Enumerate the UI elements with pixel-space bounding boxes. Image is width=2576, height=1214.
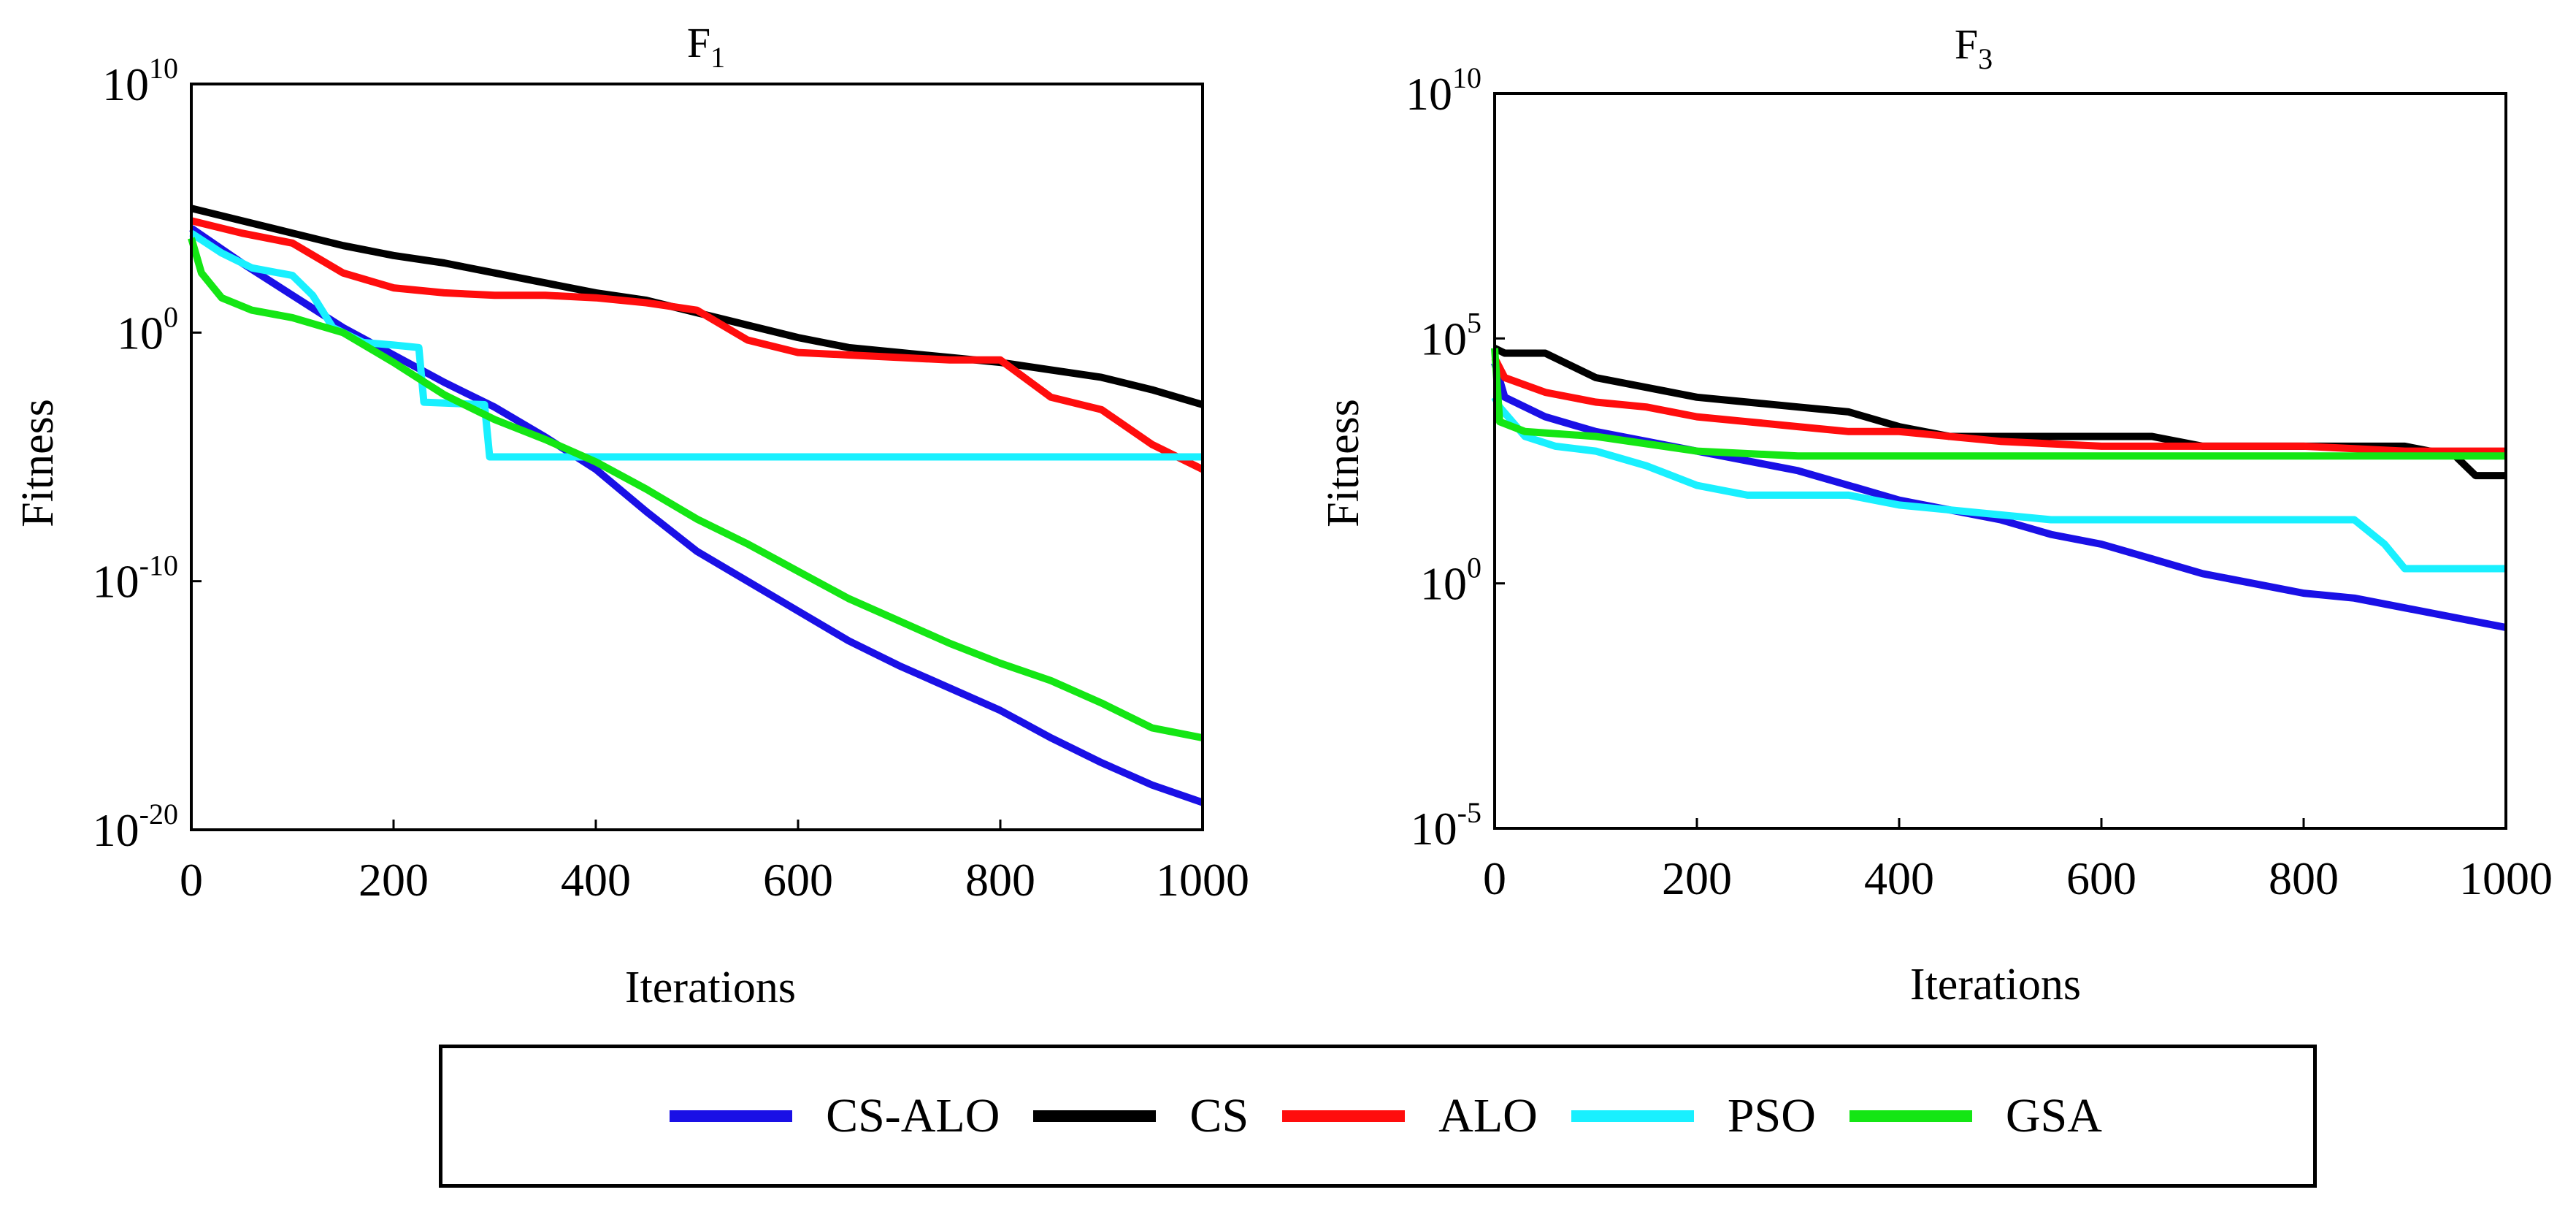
chart-f3-series-pso — [1491, 395, 2506, 573]
legend-label-cs-alo: CS-ALO — [826, 1089, 1000, 1142]
legend-item-cs-alo: CS-ALO — [645, 1088, 1008, 1144]
legend-item-pso: PSO — [1546, 1088, 1825, 1144]
chart-f3-xtick-label: 200 — [1662, 852, 1732, 904]
chart-f1-series-pso — [189, 230, 1203, 461]
chart-f1-xlabel: Iterations — [625, 963, 796, 1012]
chart-f3-xtick-label: 800 — [2269, 852, 2339, 904]
chart-f1-ytick-label: 100 — [117, 300, 178, 359]
legend-label-alo: ALO — [1438, 1089, 1538, 1142]
chart-f1-xtick-label: 400 — [561, 854, 631, 906]
chart-f3-ylabel: Fitness — [1319, 399, 1368, 527]
chart-f1-series-gsa — [188, 237, 1203, 742]
chart-f3-plot-frame — [1493, 92, 2507, 830]
chart-f3-xtick-label: 0 — [1483, 852, 1506, 904]
chart-f3-xtick-label: 600 — [2066, 852, 2136, 904]
chart-f1-series-alo — [190, 217, 1205, 473]
chart-f1-xtick-label: 800 — [965, 854, 1035, 906]
chart-f3-xtick-label: 1000 — [2459, 852, 2553, 904]
chart-f1-xtick-label: 200 — [359, 854, 429, 906]
chart-f1-ylabel: Fitness — [13, 399, 63, 527]
chart-f3-xlabel: Iterations — [1910, 960, 2081, 1009]
legend: CS-ALO CS ALO PSO GSA — [439, 1045, 2317, 1188]
chart-f3: F3 Iterations Fitness 0 200 400 600 800 1000 1… — [1319, 20, 2553, 1009]
chart-f1-xtick-label: 1000 — [1156, 854, 1249, 906]
legend-label-cs: CS — [1189, 1089, 1249, 1142]
chart-f1-title: F1 — [687, 19, 725, 74]
chart-f1-ytick-label: 10-10 — [93, 549, 178, 608]
chart-f1-xtick-label: 0 — [180, 854, 203, 906]
legend-swatch-gsa — [1849, 1110, 1972, 1122]
chart-f3-ytick-label: 10-5 — [1411, 796, 1481, 855]
legend-label-gsa: GSA — [2005, 1089, 2102, 1142]
legend-swatch-cs-alo — [670, 1110, 793, 1122]
chart-f3-series-gsa — [1491, 348, 2506, 460]
chart-f3-title: F3 — [1955, 20, 1993, 75]
chart-f3-ytick-label: 1010 — [1406, 61, 1481, 120]
chart-f3-series-cs-alo — [1491, 362, 2507, 631]
legend-swatch-cs — [1033, 1110, 1157, 1122]
chart-f1-plot-frame — [190, 83, 1204, 831]
chart-f1-ytick-label: 1010 — [102, 52, 178, 110]
legend-item-cs: CS — [1008, 1088, 1257, 1144]
legend-swatch-pso — [1571, 1110, 1694, 1122]
chart-f1-xtick-label: 600 — [763, 854, 833, 906]
chart-f3-xtick-label: 400 — [1864, 852, 1934, 904]
chart-f1-ytick-label: 10-20 — [93, 798, 178, 856]
chart-f3-ytick-label: 100 — [1420, 551, 1481, 610]
chart-f1-series-cs-alo — [189, 225, 1204, 806]
chart-f3-series-alo — [1491, 356, 2506, 455]
legend-label-pso: PSO — [1727, 1089, 1816, 1142]
chart-f3-ytick-label: 105 — [1420, 306, 1481, 364]
legend-item-alo: ALO — [1257, 1088, 1546, 1144]
chart-f1-series-cs — [190, 205, 1204, 408]
chart-f1: F1 Iterations Fitness 0 200 400 600 800 1000 1… — [13, 19, 1249, 1012]
legend-item-gsa: GSA — [1825, 1088, 2111, 1144]
legend-swatch-alo — [1282, 1110, 1406, 1122]
